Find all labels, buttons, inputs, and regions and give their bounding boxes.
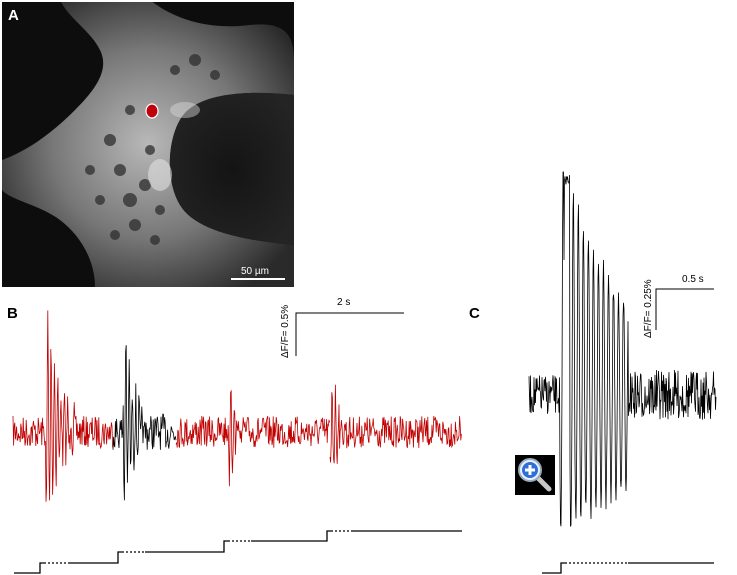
roi-marker[interactable] (145, 103, 159, 119)
scalebar-b-time: 2 s (337, 297, 350, 308)
panel-a-label: A (8, 7, 19, 24)
scalebar-c (655, 288, 714, 330)
trace-b-segment-2 (112, 345, 177, 501)
stimulus-protocol-c (542, 562, 714, 574)
trace-b-segment-1 (12, 310, 113, 502)
panel-b-label: B (7, 305, 18, 322)
micrograph-cell (2, 2, 294, 287)
stimulus-protocol-b (14, 530, 462, 574)
scalebar-b-amplitude: ΔF/F= 0.5% (280, 305, 291, 358)
trace-b-segment-4 (329, 384, 462, 464)
zoom-button[interactable] (515, 455, 555, 495)
panel-a: A 50 µm (2, 2, 294, 287)
scalebar-c-time: 0.5 s (682, 274, 704, 285)
panel-b: B 2 s ΔF/F= 0.5% (7, 297, 462, 574)
panel-c-label: C (469, 305, 480, 322)
scalebar-c-amplitude: ΔF/F= 0.25% (643, 279, 654, 338)
trace-c (528, 171, 717, 527)
panel-c: C 0.5 s ΔF/F= 0.25% (469, 171, 717, 574)
trace-c-line (528, 171, 717, 527)
trace-b-segment-3 (175, 389, 330, 487)
trace-b (12, 310, 462, 502)
image-scalebar-label: 50 µm (241, 266, 269, 277)
magnifier-plus-icon (518, 458, 552, 492)
scalebar-b (295, 312, 404, 356)
